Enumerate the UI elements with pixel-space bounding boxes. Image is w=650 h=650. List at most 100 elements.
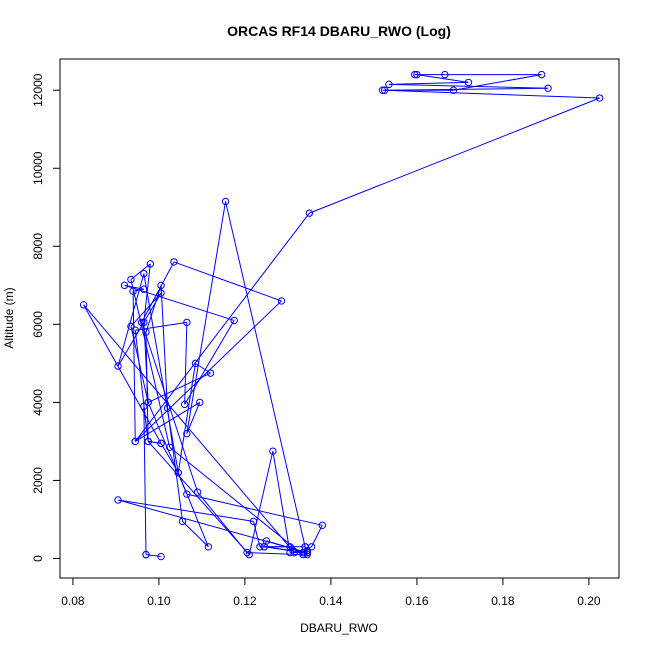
- series-line-segment: [124, 284, 235, 321]
- series-line-segment: [184, 320, 235, 405]
- data-point: [318, 521, 326, 530]
- data-point: [183, 490, 191, 498]
- data-point: [204, 543, 213, 551]
- series-line-segment: [141, 322, 199, 493]
- series-line-segment: [388, 81, 469, 85]
- series-line-segment: [143, 322, 149, 403]
- x-tick-label: 0.20: [577, 594, 601, 608]
- x-axis: 0.08 0.10 0.12 0.14 0.16 0.18 0.20: [61, 577, 601, 608]
- series-line-segment: [186, 402, 201, 434]
- data-point: [301, 543, 309, 551]
- data-point: [544, 84, 552, 92]
- data-point: [183, 429, 191, 438]
- y-axis-title: Altitude (m): [2, 287, 16, 348]
- series-line-segment: [117, 499, 254, 522]
- data-point: [157, 552, 165, 561]
- data-point: [269, 447, 277, 455]
- series-line-segment: [132, 291, 136, 442]
- data-point: [221, 197, 230, 206]
- series-layer: [79, 70, 604, 561]
- series-line-segment: [253, 521, 261, 547]
- y-tick-label: 2000: [31, 467, 45, 494]
- data-point: [127, 275, 135, 284]
- data-point: [385, 80, 393, 89]
- series-line-segment: [416, 74, 469, 83]
- data-point: [303, 546, 311, 555]
- x-tick-label: 0.16: [405, 594, 429, 608]
- series-line-segment: [453, 74, 542, 91]
- series-line-segment: [184, 322, 188, 405]
- data-point: [230, 316, 238, 325]
- series-line-segment: [309, 97, 600, 214]
- data-point: [144, 398, 152, 407]
- series-line-segment: [134, 212, 310, 442]
- series-line-segment: [147, 441, 250, 555]
- data-point: [464, 78, 473, 87]
- series-line-segment: [117, 499, 308, 554]
- data-point: [157, 289, 165, 297]
- data-point: [260, 543, 268, 551]
- data-point: [299, 550, 307, 559]
- data-point: [413, 70, 421, 79]
- y-tick-label: 8000: [31, 233, 45, 260]
- data-point: [245, 550, 253, 559]
- y-axis: 0 2000 4000 6000 8000 10000 12000: [31, 73, 61, 562]
- data-point: [157, 281, 165, 290]
- series-line-segment: [186, 201, 227, 434]
- data-point: [114, 496, 122, 504]
- data-point: [441, 70, 449, 79]
- series-line-segment: [130, 279, 171, 448]
- series-line-segment: [135, 321, 187, 331]
- data-point: [191, 359, 200, 368]
- series-line-segment: [272, 451, 291, 553]
- series-line-segment: [143, 406, 147, 555]
- data-point: [286, 543, 294, 551]
- data-point: [193, 488, 202, 496]
- y-tick-label: 12000: [31, 73, 45, 107]
- data-point: [142, 328, 150, 336]
- series-line-segment: [130, 292, 162, 327]
- y-tick-label: 6000: [31, 311, 45, 338]
- data-point: [411, 70, 419, 79]
- data-point: [140, 269, 148, 278]
- data-point: [127, 322, 135, 331]
- series-line-segment: [134, 401, 201, 442]
- series-line-segment: [83, 304, 162, 444]
- series-line-segment: [147, 402, 188, 495]
- y-tick-label: 10000: [31, 151, 45, 185]
- data-point: [140, 402, 148, 411]
- data-point: [131, 437, 139, 446]
- data-point: [157, 439, 165, 448]
- data-point: [196, 398, 204, 407]
- data-point: [380, 86, 389, 94]
- data-point: [174, 468, 182, 477]
- data-point: [138, 318, 146, 327]
- series-line-segment: [182, 521, 209, 548]
- series-line-segment: [311, 525, 323, 548]
- data-point: [163, 404, 172, 412]
- data-point: [183, 318, 191, 327]
- y-tick-label: 0: [31, 555, 45, 562]
- data-point: [165, 443, 174, 451]
- series-line-segment: [225, 201, 306, 547]
- data-point: [537, 70, 546, 79]
- data-point: [144, 437, 152, 446]
- chart-title: ORCAS RF14 DBARU_RWO (Log): [227, 23, 451, 39]
- data-point: [243, 548, 251, 557]
- x-axis-title: DBARU_RWO: [300, 621, 378, 635]
- data-point: [378, 86, 387, 94]
- data-point: [146, 260, 155, 268]
- series-line-segment: [145, 554, 162, 558]
- series-line-segment: [148, 440, 162, 444]
- series-line-segment: [160, 285, 168, 409]
- data-point: [79, 301, 88, 309]
- data-point: [181, 400, 189, 409]
- data-point: [142, 550, 150, 559]
- data-point: [277, 297, 286, 305]
- data-point: [249, 517, 258, 526]
- data-point: [178, 517, 187, 526]
- series-line-segment: [247, 552, 303, 556]
